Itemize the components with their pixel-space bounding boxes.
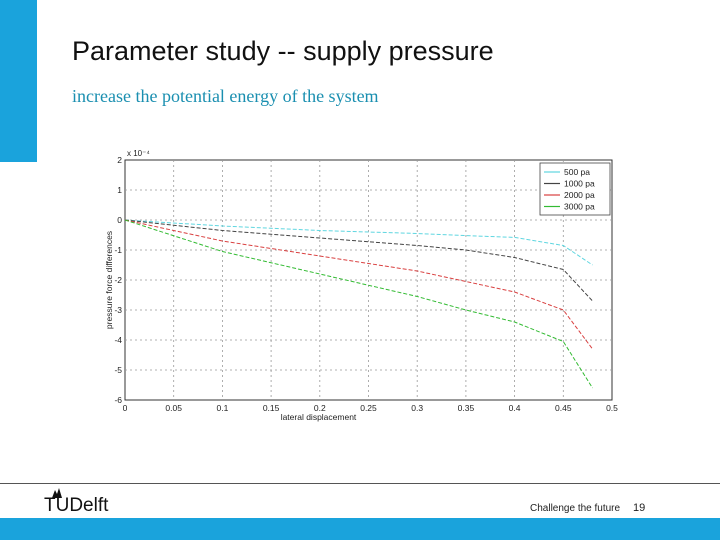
tudelft-flame-icon [52,488,62,498]
x-tick-label: 0.4 [509,403,521,413]
legend-label: 3000 pa [564,202,595,212]
accent-bar [0,0,37,162]
legend-label: 2000 pa [564,190,595,200]
series-line [124,219,593,389]
x-axis-label: lateral displacement [281,412,357,422]
slide-subtitle: increase the potential energy of the sys… [72,86,379,106]
legend-label: 1000 pa [564,179,595,189]
y-tick-label: 2 [117,155,122,165]
series-line [124,219,593,302]
y-multiplier-label: x 10⁻⁴ [127,149,150,158]
y-tick-label: 0 [117,215,122,225]
footer-tagline: Challenge the future [530,503,621,514]
legend-label: 500 pa [564,167,590,177]
y-tick-label: -6 [114,395,122,405]
logo-text: TUDelft [44,495,109,516]
x-tick-label: 0 [123,403,128,413]
x-tick-label: 0.15 [263,403,280,413]
tudelft-logo: TUDelft [44,495,108,517]
x-tick-label: 0.45 [555,403,572,413]
x-tick-label: 0.25 [360,403,377,413]
x-tick-label: 0.2 [314,403,326,413]
footer-divider [0,483,720,484]
y-tick-label: -2 [114,275,122,285]
y-tick-label: -5 [114,365,122,375]
x-tick-label: 0.1 [216,403,228,413]
page-number: 19 [633,502,646,514]
y-tick-label: 1 [117,185,122,195]
line-chart: 0 0.05 0.1 0.15 0.2 0.25 0.3 0.35 0.4 0.45 0.5210-… [104,149,618,422]
slide-title: Parameter study -- supply pressure [72,36,494,66]
x-tick-label: 0.35 [458,403,475,413]
y-axis-label: pressure force differences [104,231,114,329]
footer-bar [0,518,720,540]
y-tick-label: -3 [114,305,122,315]
x-tick-label: 0.05 [165,403,182,413]
series-line [124,219,593,350]
y-tick-label: -4 [114,335,122,345]
x-tick-label: 0.3 [411,403,423,413]
x-tick-label: 0.5 [606,403,618,413]
y-tick-label: -1 [114,245,122,255]
